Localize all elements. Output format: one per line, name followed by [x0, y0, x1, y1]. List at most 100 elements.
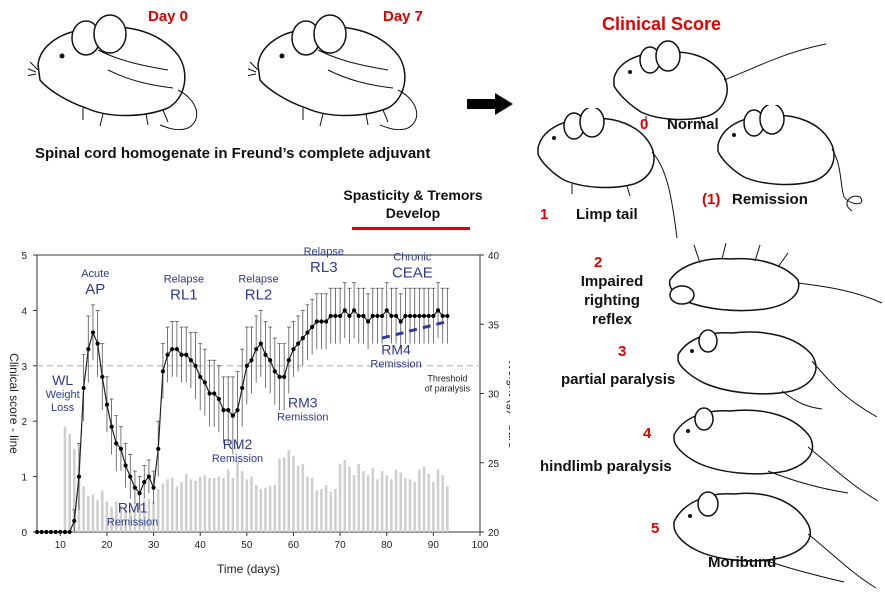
weight-bar: [110, 507, 113, 532]
score-point: [230, 413, 235, 418]
weight-bar: [348, 466, 351, 532]
weight-bar: [254, 484, 258, 532]
score-remission-num: (1): [702, 191, 721, 208]
score-point: [338, 313, 343, 319]
rm4-weight-trend: [381, 320, 448, 340]
weight-bar: [73, 448, 76, 532]
weight-bar: [427, 473, 430, 532]
score-point: [361, 313, 366, 319]
weight-bar: [413, 482, 416, 532]
score-point: [184, 352, 189, 357]
y-right-tick-label: 30: [488, 390, 500, 401]
score-point: [403, 313, 408, 319]
rat-score5-illustration: [673, 491, 877, 589]
weight-bar: [315, 490, 319, 532]
score-point: [95, 341, 100, 346]
score-point: [221, 408, 226, 413]
score-point: [342, 308, 347, 313]
weight-bar: [334, 489, 337, 532]
score-point: [272, 369, 277, 374]
weight-bar: [194, 480, 197, 532]
weight-bar: [436, 469, 440, 532]
weight-bar: [87, 495, 90, 532]
weight-bar: [310, 477, 314, 532]
score-point: [137, 491, 142, 496]
score-point: [174, 347, 179, 352]
score-point: [263, 352, 268, 357]
score-point: [202, 380, 207, 385]
rat-score1-illustration: [537, 108, 678, 239]
rat-score2-illustration: [668, 242, 883, 312]
score-point: [445, 313, 450, 319]
annotation-wl-line1: WL: [52, 372, 73, 388]
weight-bar: [68, 433, 71, 532]
annotation-rm2-line2: Remission: [212, 453, 263, 465]
score-1-num: 1: [540, 206, 549, 223]
weight-bar: [63, 426, 67, 532]
score-point: [132, 485, 138, 490]
score-4-num: 4: [643, 425, 652, 442]
score-point: [365, 319, 371, 324]
score-point: [90, 330, 96, 335]
weight-bar: [320, 489, 323, 532]
score-point: [67, 529, 72, 535]
weight-bar: [278, 458, 281, 532]
right-arrow-icon: [467, 93, 513, 115]
score-3-num: 3: [618, 343, 627, 360]
annotation-acute-line1: Acute: [81, 268, 109, 280]
x-tick-label: 40: [195, 540, 207, 551]
annotation-chronic-line1: Chronic: [393, 252, 431, 264]
score-1-label: Limp tail: [576, 206, 638, 223]
weight-bar: [408, 479, 412, 532]
score-remission-label: Remission: [732, 191, 808, 208]
score-point: [379, 313, 385, 319]
weight-bar: [250, 476, 253, 532]
score-point: [170, 347, 175, 352]
induction-caption: Spinal cord homogenate in Freund’s compl…: [35, 145, 431, 162]
score-point: [81, 385, 86, 391]
weight-bar: [432, 482, 435, 532]
score-point: [235, 408, 240, 413]
weight-bar: [376, 479, 379, 532]
score-point: [254, 347, 259, 352]
score-point: [207, 391, 212, 396]
rat-day0-illustration: [28, 14, 198, 130]
annotation-rm2-line1: RM2: [223, 436, 253, 452]
score-point: [44, 529, 49, 535]
score-point: [286, 358, 291, 363]
annotation-rl1-line1: Relapse: [164, 274, 204, 286]
weight-bar: [329, 491, 333, 532]
score-point: [226, 408, 231, 413]
y-left-tick-label: 2: [21, 417, 27, 428]
score-point: [328, 313, 333, 319]
score-point: [314, 319, 319, 324]
score-point: [100, 374, 105, 379]
weight-bar: [352, 475, 356, 532]
weight-bar: [371, 468, 375, 532]
score-0-num: 0: [640, 116, 649, 133]
score-point: [356, 313, 361, 319]
annotation-rl2-line2: RL2: [245, 287, 273, 304]
day7-label: Day 7: [383, 8, 424, 25]
weight-bar: [222, 477, 225, 532]
weight-bar: [245, 479, 249, 532]
score-point: [109, 424, 114, 429]
y-right-tick-label: 35: [488, 320, 500, 331]
weight-bar: [418, 469, 421, 532]
weight-bar: [208, 477, 211, 532]
weight-bar: [264, 487, 267, 532]
score-2-num: 2: [594, 254, 603, 271]
score-point: [398, 319, 403, 324]
x-tick-label: 70: [335, 540, 347, 551]
weight-bar: [240, 471, 244, 532]
score-0-label: Normal: [667, 116, 719, 133]
score-4-label: hindlimb paralysis: [540, 458, 672, 475]
score-point: [258, 341, 263, 346]
score-point: [179, 352, 184, 357]
y-left-tick-label: 1: [21, 473, 27, 484]
rat-remission-illustration: [717, 105, 863, 212]
weight-bar: [119, 505, 123, 532]
y-right-axis-label: Weight (g) - bars: [506, 359, 510, 448]
weight-bar: [105, 501, 109, 532]
weight-bar: [282, 457, 286, 532]
